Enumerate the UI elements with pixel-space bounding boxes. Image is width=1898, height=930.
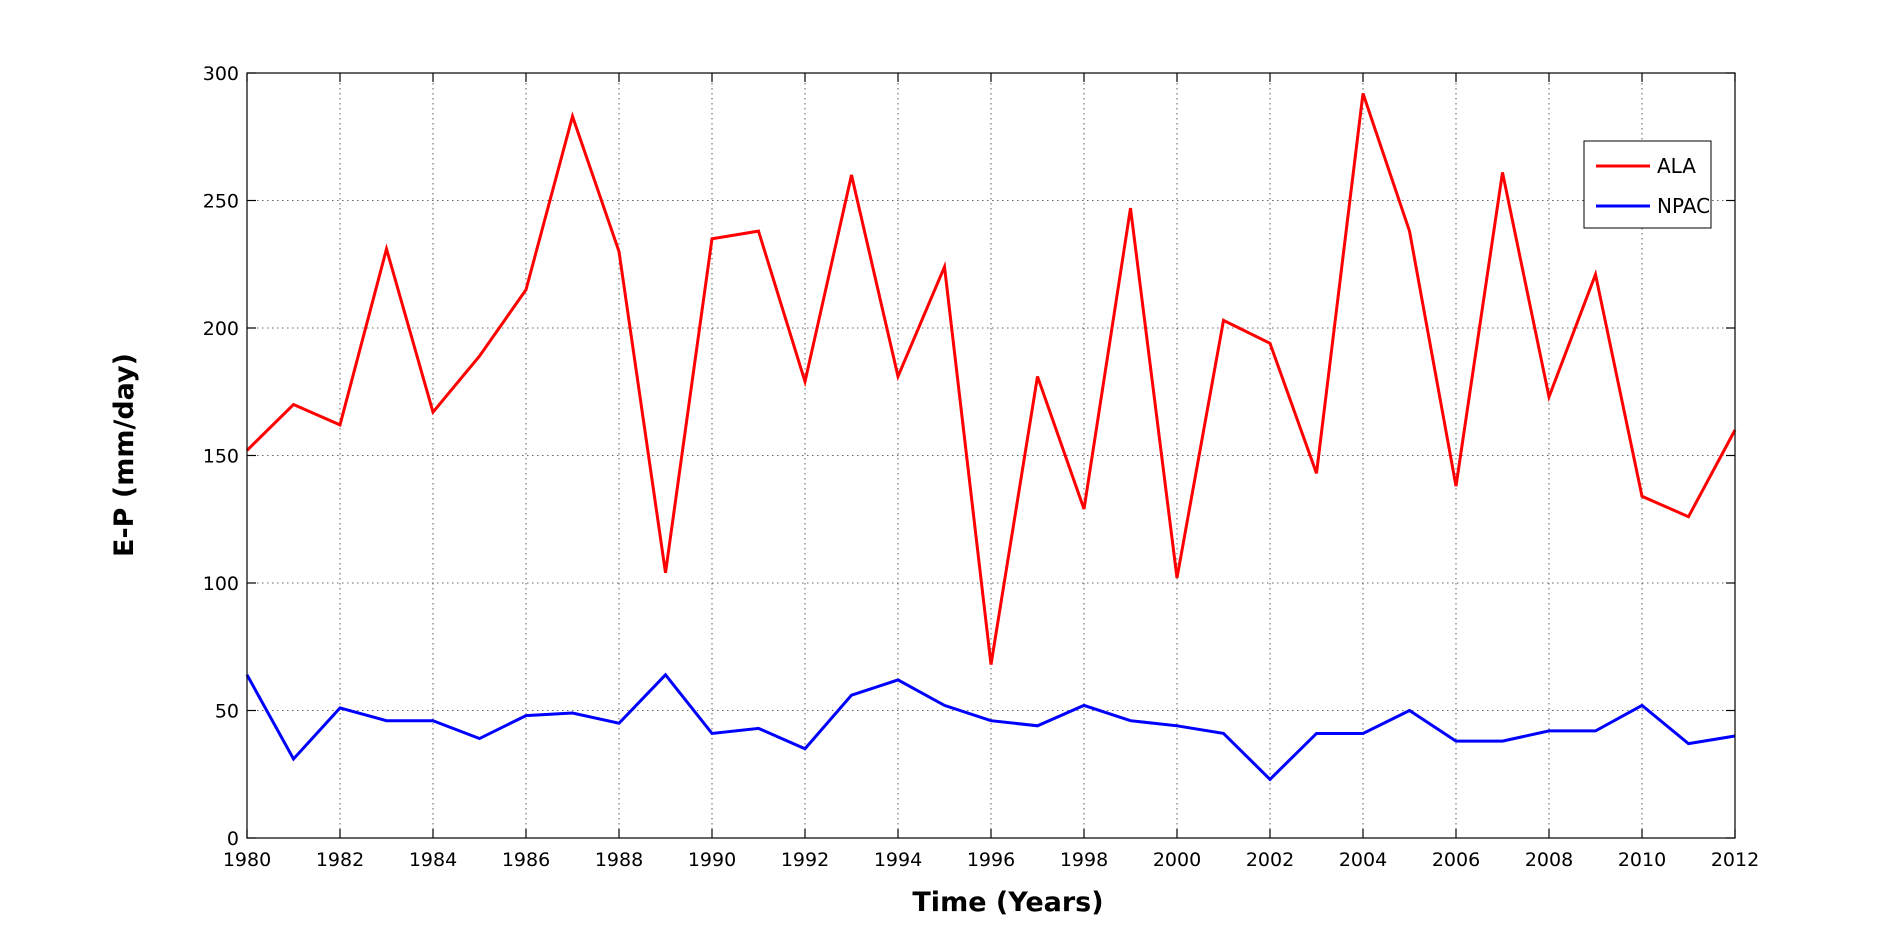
x-tick-label: 1986 xyxy=(502,849,550,871)
x-tick-label: 1992 xyxy=(781,849,829,871)
x-tick-label: 2006 xyxy=(1432,849,1480,871)
x-tick-label: 2002 xyxy=(1246,849,1294,871)
legend-label-ala: ALA xyxy=(1657,154,1696,178)
y-tick-label: 100 xyxy=(203,573,239,595)
x-tick-label: 1998 xyxy=(1060,849,1108,871)
y-tick-label: 200 xyxy=(203,318,239,340)
x-tick-label: 1996 xyxy=(967,849,1015,871)
x-tick-label: 2000 xyxy=(1153,849,1201,871)
y-tick-label: 250 xyxy=(203,191,239,213)
x-axis-title: Time (Years) xyxy=(912,887,1103,918)
series-line-npac xyxy=(245,672,1736,782)
x-tick-label: 2004 xyxy=(1339,849,1387,871)
series-layer xyxy=(245,92,1737,782)
y-tick-label: 150 xyxy=(203,446,239,468)
y-tick-label: 50 xyxy=(215,701,239,723)
grid-lines xyxy=(247,73,1735,838)
legend-box xyxy=(1583,140,1712,229)
y-tick-label: 300 xyxy=(203,63,239,85)
y-axis-title: E-P (mm/day) xyxy=(109,353,140,557)
x-tick-label: 1980 xyxy=(223,849,271,871)
x-tick-label: 1984 xyxy=(409,849,457,871)
x-tick-label: 2010 xyxy=(1618,849,1666,871)
x-tick-label: 1988 xyxy=(595,849,643,871)
y-tick-label: 0 xyxy=(227,828,239,850)
x-tick-label: 1982 xyxy=(316,849,364,871)
series-line-ala xyxy=(245,92,1737,665)
x-tick-label: 1990 xyxy=(688,849,736,871)
x-tick-label: 2008 xyxy=(1525,849,1573,871)
x-tick-label: 1994 xyxy=(874,849,922,871)
legend: ALA NPAC xyxy=(1583,140,1712,229)
x-tick-label: 2012 xyxy=(1711,849,1759,871)
tick-labels: 1980 1982 1984 1986 1988 1990 1992 1994 1996 1998… xyxy=(203,63,1759,871)
legend-label-npac: NPAC xyxy=(1657,194,1710,218)
axis-ticks xyxy=(246,72,1736,839)
